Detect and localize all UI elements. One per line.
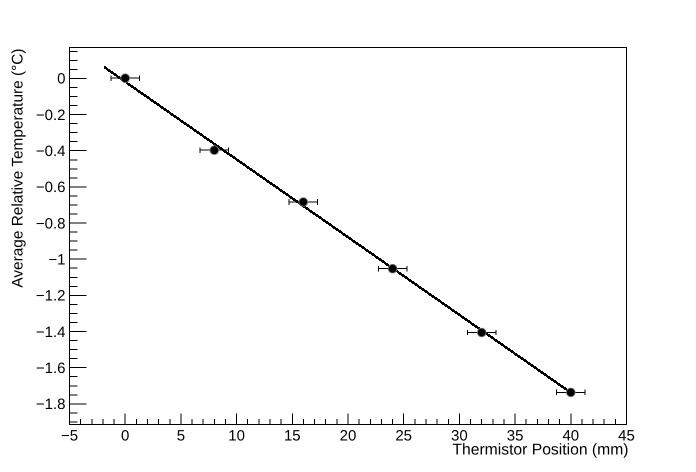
svg-text:−1.4: −1.4	[36, 324, 66, 341]
svg-text:5: 5	[177, 428, 185, 445]
svg-text:−5: −5	[61, 428, 78, 445]
svg-text:−0.2: −0.2	[36, 107, 66, 124]
svg-text:−1.2: −1.2	[36, 288, 66, 305]
svg-text:−1: −1	[48, 252, 65, 269]
svg-text:45: 45	[618, 428, 635, 445]
svg-text:30: 30	[451, 428, 468, 445]
svg-text:0: 0	[57, 71, 65, 88]
svg-text:20: 20	[340, 428, 357, 445]
svg-text:10: 10	[228, 428, 245, 445]
svg-text:35: 35	[507, 428, 524, 445]
svg-text:−0.8: −0.8	[36, 215, 66, 232]
svg-text:15: 15	[284, 428, 301, 445]
svg-text:−1.6: −1.6	[36, 360, 66, 377]
svg-text:40: 40	[562, 428, 579, 445]
svg-text:25: 25	[395, 428, 412, 445]
svg-text:−1.8: −1.8	[36, 396, 66, 413]
svg-text:−0.6: −0.6	[36, 179, 66, 196]
svg-text:0: 0	[121, 428, 129, 445]
svg-text:Average Relative Temperature (: Average Relative Temperature (°C)	[10, 49, 27, 288]
svg-text:Thermistor Position (mm): Thermistor Position (mm)	[452, 442, 628, 459]
svg-text:−0.4: −0.4	[36, 143, 66, 160]
